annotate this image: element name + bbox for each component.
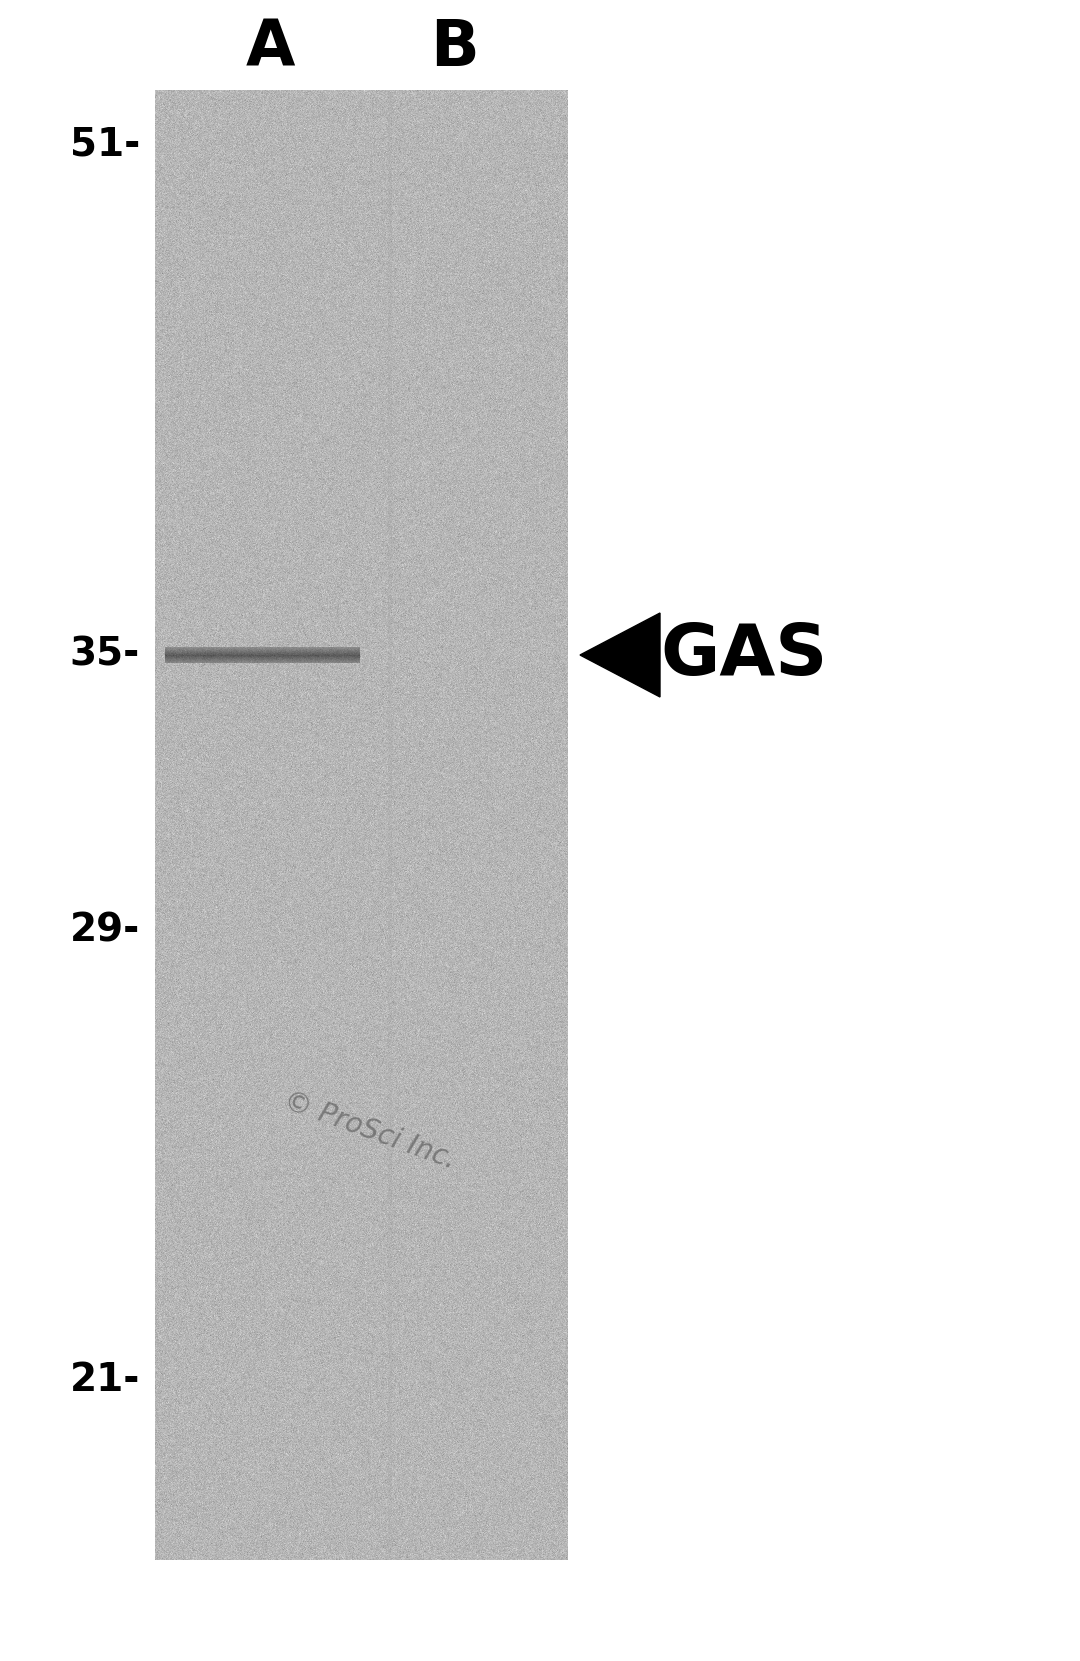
Text: GAS: GAS bbox=[660, 621, 827, 689]
Text: 51-: 51- bbox=[70, 126, 140, 164]
Text: B: B bbox=[431, 17, 480, 80]
Polygon shape bbox=[580, 613, 660, 698]
Text: 29-: 29- bbox=[70, 910, 140, 948]
Text: 35-: 35- bbox=[70, 636, 140, 674]
Text: 21-: 21- bbox=[69, 1360, 140, 1399]
Text: A: A bbox=[245, 17, 295, 80]
Text: © ProSci Inc.: © ProSci Inc. bbox=[280, 1086, 460, 1174]
